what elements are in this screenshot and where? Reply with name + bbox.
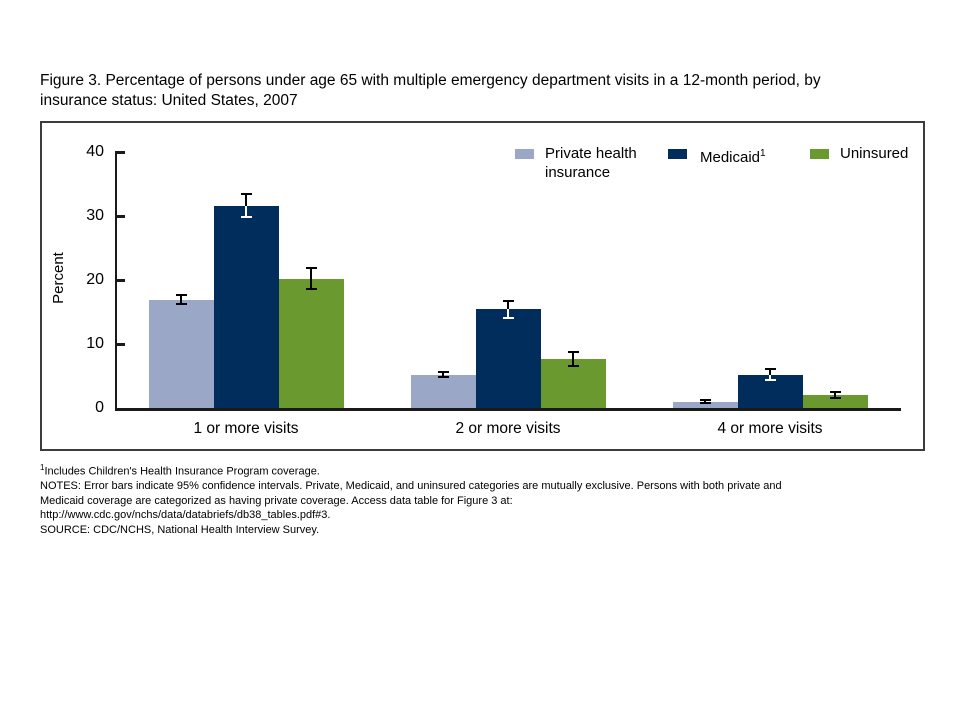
error-bar (507, 301, 509, 310)
y-tick-mark (115, 278, 125, 282)
footnotes: 1Includes Children's Health Insurance Pr… (40, 461, 782, 538)
legend-label-private-health-insurance: Private health insurance (545, 145, 637, 181)
bar-uninsured-group1 (278, 278, 344, 408)
legend-swatch-uninsured (810, 149, 829, 159)
error-bar (507, 309, 509, 318)
legend-label-medicaid: Medicaid1 (700, 148, 766, 166)
error-bar (245, 205, 247, 218)
error-bar-cap (567, 365, 579, 368)
error-bar-cap (305, 267, 317, 270)
plot-area: Percent 0 10 20 30 40 1 or more visits 2 or mo… (42, 123, 923, 449)
bar-medicaid-group2 (475, 309, 541, 408)
error-bar-cap (240, 216, 252, 219)
error-bar-cap (437, 371, 449, 374)
bar-uninsured-group2 (540, 359, 606, 408)
error-bar (834, 392, 836, 399)
bar-uninsured-group3 (802, 395, 868, 408)
y-tick-mark (115, 214, 125, 218)
footnote-1-text: Includes Children's Health Insurance Pro… (44, 465, 320, 478)
x-axis-line (115, 408, 901, 411)
bar-private-health-insurance-group2 (410, 374, 476, 408)
error-bar (442, 372, 444, 378)
error-bar-cap (764, 367, 776, 370)
error-bar (769, 374, 771, 381)
error-bar-cap (829, 397, 841, 400)
error-bar-cap (502, 300, 514, 303)
legend-swatch-medicaid (668, 149, 687, 159)
error-bar-cap (437, 376, 449, 379)
legend-swatch-private-health-insurance (515, 149, 534, 159)
error-bar (180, 295, 182, 305)
legend-label-uninsured: Uninsured (840, 145, 909, 162)
footnote-notes-line2: Medicaid coverage are categorized as hav… (40, 494, 513, 507)
error-bar (769, 368, 771, 375)
y-tick-label: 40 (86, 143, 104, 160)
y-axis-line (115, 152, 117, 411)
category-label-group1: 1 or more visits (193, 420, 299, 437)
y-tick-label: 30 (86, 207, 104, 224)
y-tick-label: 0 (95, 399, 104, 416)
chart-frame: Percent 0 10 20 30 40 1 or more visits 2 or mo… (40, 121, 925, 451)
error-bar (245, 194, 247, 206)
error-bar-cap (240, 193, 252, 196)
y-tick-mark (115, 342, 125, 346)
error-bar-cap (764, 379, 776, 382)
bar-private-health-insurance-group3 (672, 401, 738, 408)
error-bar-cap (175, 303, 187, 306)
category-label-group2: 2 or more visits (455, 420, 561, 437)
error-bar-cap (502, 316, 514, 319)
error-bar-cap (829, 391, 841, 393)
error-bar-cap (699, 402, 711, 405)
figure-title-line1: Figure 3. Percentage of persons under ag… (40, 72, 821, 89)
bar-private-health-insurance-group1 (148, 299, 214, 408)
error-bar-cap (305, 287, 317, 290)
figure-title-line2: insurance status: United States, 2007 (40, 92, 298, 109)
error-bar-cap (699, 399, 711, 401)
y-tick-label: 20 (86, 271, 104, 288)
footnote-1: 1Includes Children's Health Insurance Pr… (40, 461, 782, 479)
footnote-notes-line1: NOTES: Error bars indicate 95% confidenc… (40, 480, 782, 493)
y-tick-mark (115, 150, 125, 154)
bar-medicaid-group1 (213, 205, 279, 408)
footnote-1-superscript: 1 (40, 463, 45, 472)
footnote-url: http://www.cdc.gov/nchs/data/databriefs/… (40, 509, 331, 522)
figure-title: Figure 3. Percentage of persons under ag… (40, 71, 821, 111)
y-tick-label: 10 (86, 335, 104, 352)
footnote-source: SOURCE: CDC/NCHS, National Health Interv… (40, 524, 320, 537)
error-bar (704, 400, 706, 404)
error-bar-cap (175, 294, 187, 297)
error-bar (310, 268, 312, 289)
category-label-group3: 4 or more visits (717, 420, 823, 437)
error-bar (572, 352, 574, 367)
legend-superscript: 1 (760, 148, 766, 159)
error-bar-cap (567, 351, 579, 354)
